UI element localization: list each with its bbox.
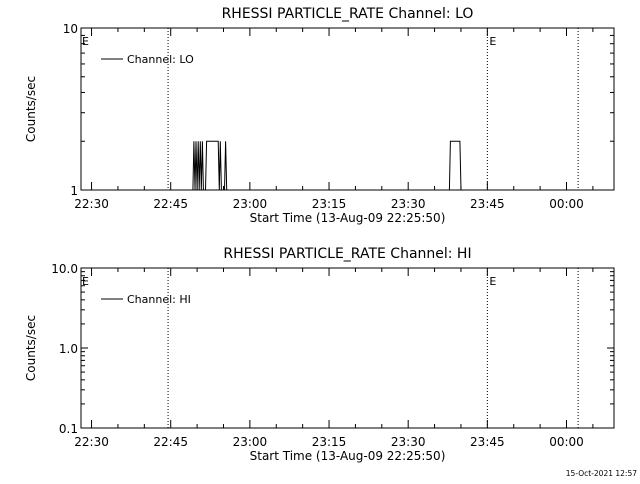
x-tick-label: 22:45 [153,435,188,449]
y-tick-label: 10 [63,22,78,36]
y-axis-label: Counts/sec [24,315,38,381]
chart-title: RHESSI PARTICLE_RATE Channel: LO [222,6,474,22]
footer-timestamp: 15-Oct-2021 12:57 [566,469,637,478]
x-tick-label: 00:00 [549,197,584,211]
x-tick-label: 22:30 [74,197,109,211]
y-tick-label: 1 [70,184,78,198]
x-tick-label: 22:30 [74,435,109,449]
hi-channel-panel: RHESSI PARTICLE_RATE Channel: HI 0.1 1.0 10… [24,246,615,463]
x-tick-label: 22:45 [153,197,188,211]
chart-title: RHESSI PARTICLE_RATE Channel: HI [223,246,471,262]
x-tick-label: 23:15 [312,197,347,211]
x-tick-label: 23:45 [470,435,505,449]
y-tick-label: 1.0 [59,342,78,356]
x-tick-label: 23:00 [233,197,268,211]
x-tick-label: 23:00 [233,435,268,449]
plot-frame [80,267,615,429]
lo-channel-panel: RHESSI PARTICLE_RATE Channel: LO 1 10 Count… [24,6,615,225]
event-marker: E [489,275,496,288]
edge-marker: E [82,35,89,48]
y-tick-label: 0.1 [59,422,78,436]
y-tick-label: 10.0 [51,262,78,276]
series-line [192,140,462,191]
edge-marker: E [82,275,89,288]
x-tick-label: 23:30 [391,197,426,211]
x-tick-label: 23:15 [312,435,347,449]
y-axis-label: Counts/sec [24,76,38,142]
legend-label: Channel: LO [127,53,194,66]
legend-label: Channel: HI [127,293,191,306]
x-axis-label: Start Time (13-Aug-09 22:25:50) [250,449,446,463]
x-tick-label: 23:30 [391,435,426,449]
event-marker: E [489,35,496,48]
x-tick-label: 23:45 [470,197,505,211]
x-axis-label: Start Time (13-Aug-09 22:25:50) [250,211,446,225]
x-tick-label: 00:00 [549,435,584,449]
